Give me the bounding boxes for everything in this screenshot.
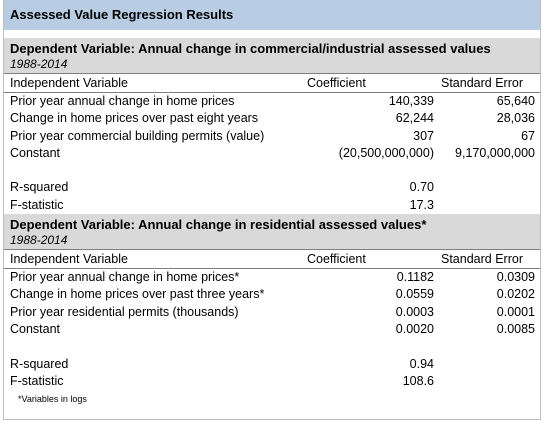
table-cell: Change in home prices over past eight ye… [10,111,259,126]
table-cell: 0.0202 [496,287,535,302]
column-header: Standard Error [441,252,523,267]
table-row: Constant 0.0020 0.0085 [4,321,540,338]
stat-row: F-statistic 17.3 [4,197,540,214]
table-cell: Prior year residential permits (thousand… [10,304,239,319]
table-cell: 28,036 [496,111,535,126]
table-cell: Change in home prices over past three ye… [10,287,265,302]
table-cell: 0.0020 [395,321,434,336]
stat-value: 108.6 [402,373,434,388]
table-cell: 67 [521,128,535,143]
section-header: Dependent Variable: Annual change in res… [4,214,540,250]
table-cell: (20,500,000,000) [338,145,434,160]
table-row: Prior year residential permits (thousand… [4,304,540,321]
table-cell: Prior year annual change in home prices* [10,270,240,285]
title: Assessed Value Regression Results [4,0,540,30]
section-title: Dependent Variable: Annual change in res… [10,217,427,233]
stat-label: F-statistic [10,373,64,388]
table-cell: 9,170,000,000 [455,145,535,160]
column-header-row: Independent Variable Coefficient Standard … [4,73,540,93]
table-cell: 0.1182 [396,270,434,285]
table-cell: Prior year commercial building permits (… [10,128,265,143]
section-period: 1988-2014 [10,233,68,248]
table-cell: Prior year annual change in home prices [10,94,235,108]
column-header: Independent Variable [10,76,128,90]
table-cell: 0.0309 [496,270,535,285]
footnote: *Variables in logs [18,394,87,405]
table-row: Prior year annual change in home prices*… [4,269,540,286]
stat-label: R-squared [10,356,69,371]
stat-label: F-statistic [10,197,64,212]
table-cell: Constant [10,145,61,160]
stat-value: 17.3 [409,197,434,212]
table-row: Prior year annual change in home prices 1… [4,93,540,110]
table-cell: 307 [413,128,434,143]
table-cell: 0.0001 [496,304,535,319]
table-row: Change in home prices over past three ye… [4,286,540,303]
stat-value: 0.70 [409,180,434,195]
table-cell: 0.0559 [395,287,434,302]
stat-label: R-squared [10,180,69,195]
table-row: Prior year commercial building permits (… [4,128,540,145]
table-cell: 62,244 [395,111,434,126]
table-row: Change in home prices over past eight ye… [4,110,540,127]
table-frame: Assessed Value Regression Results Depend… [3,0,541,420]
table-cell: 0.0003 [395,304,434,319]
column-header: Coefficient [307,252,366,267]
table-row: Constant (20,500,000,000) 9,170,000,000 [4,145,540,162]
spacer [4,338,540,355]
section-period: 1988-2014 [10,57,68,71]
section-title: Dependent Variable: Annual change in com… [10,41,491,56]
column-header: Independent Variable [10,252,128,267]
stat-row: F-statistic 108.6 [4,373,540,390]
stat-row: R-squared 0.94 [4,356,540,373]
spacer [4,162,540,179]
stat-value: 0.94 [409,356,434,371]
column-header: Coefficient [307,76,366,90]
column-header: Standard Error [441,76,523,90]
stat-row: R-squared 0.70 [4,179,540,196]
table-cell: 65,640 [496,94,535,108]
table-cell: Constant [10,321,61,336]
table-cell: 0.0085 [496,321,535,336]
column-header-row: Independent Variable Coefficient Standard … [4,249,540,270]
spacer [4,30,540,38]
section-header: Dependent Variable: Annual change in com… [4,38,540,73]
table-cell: 140,339 [388,94,434,108]
